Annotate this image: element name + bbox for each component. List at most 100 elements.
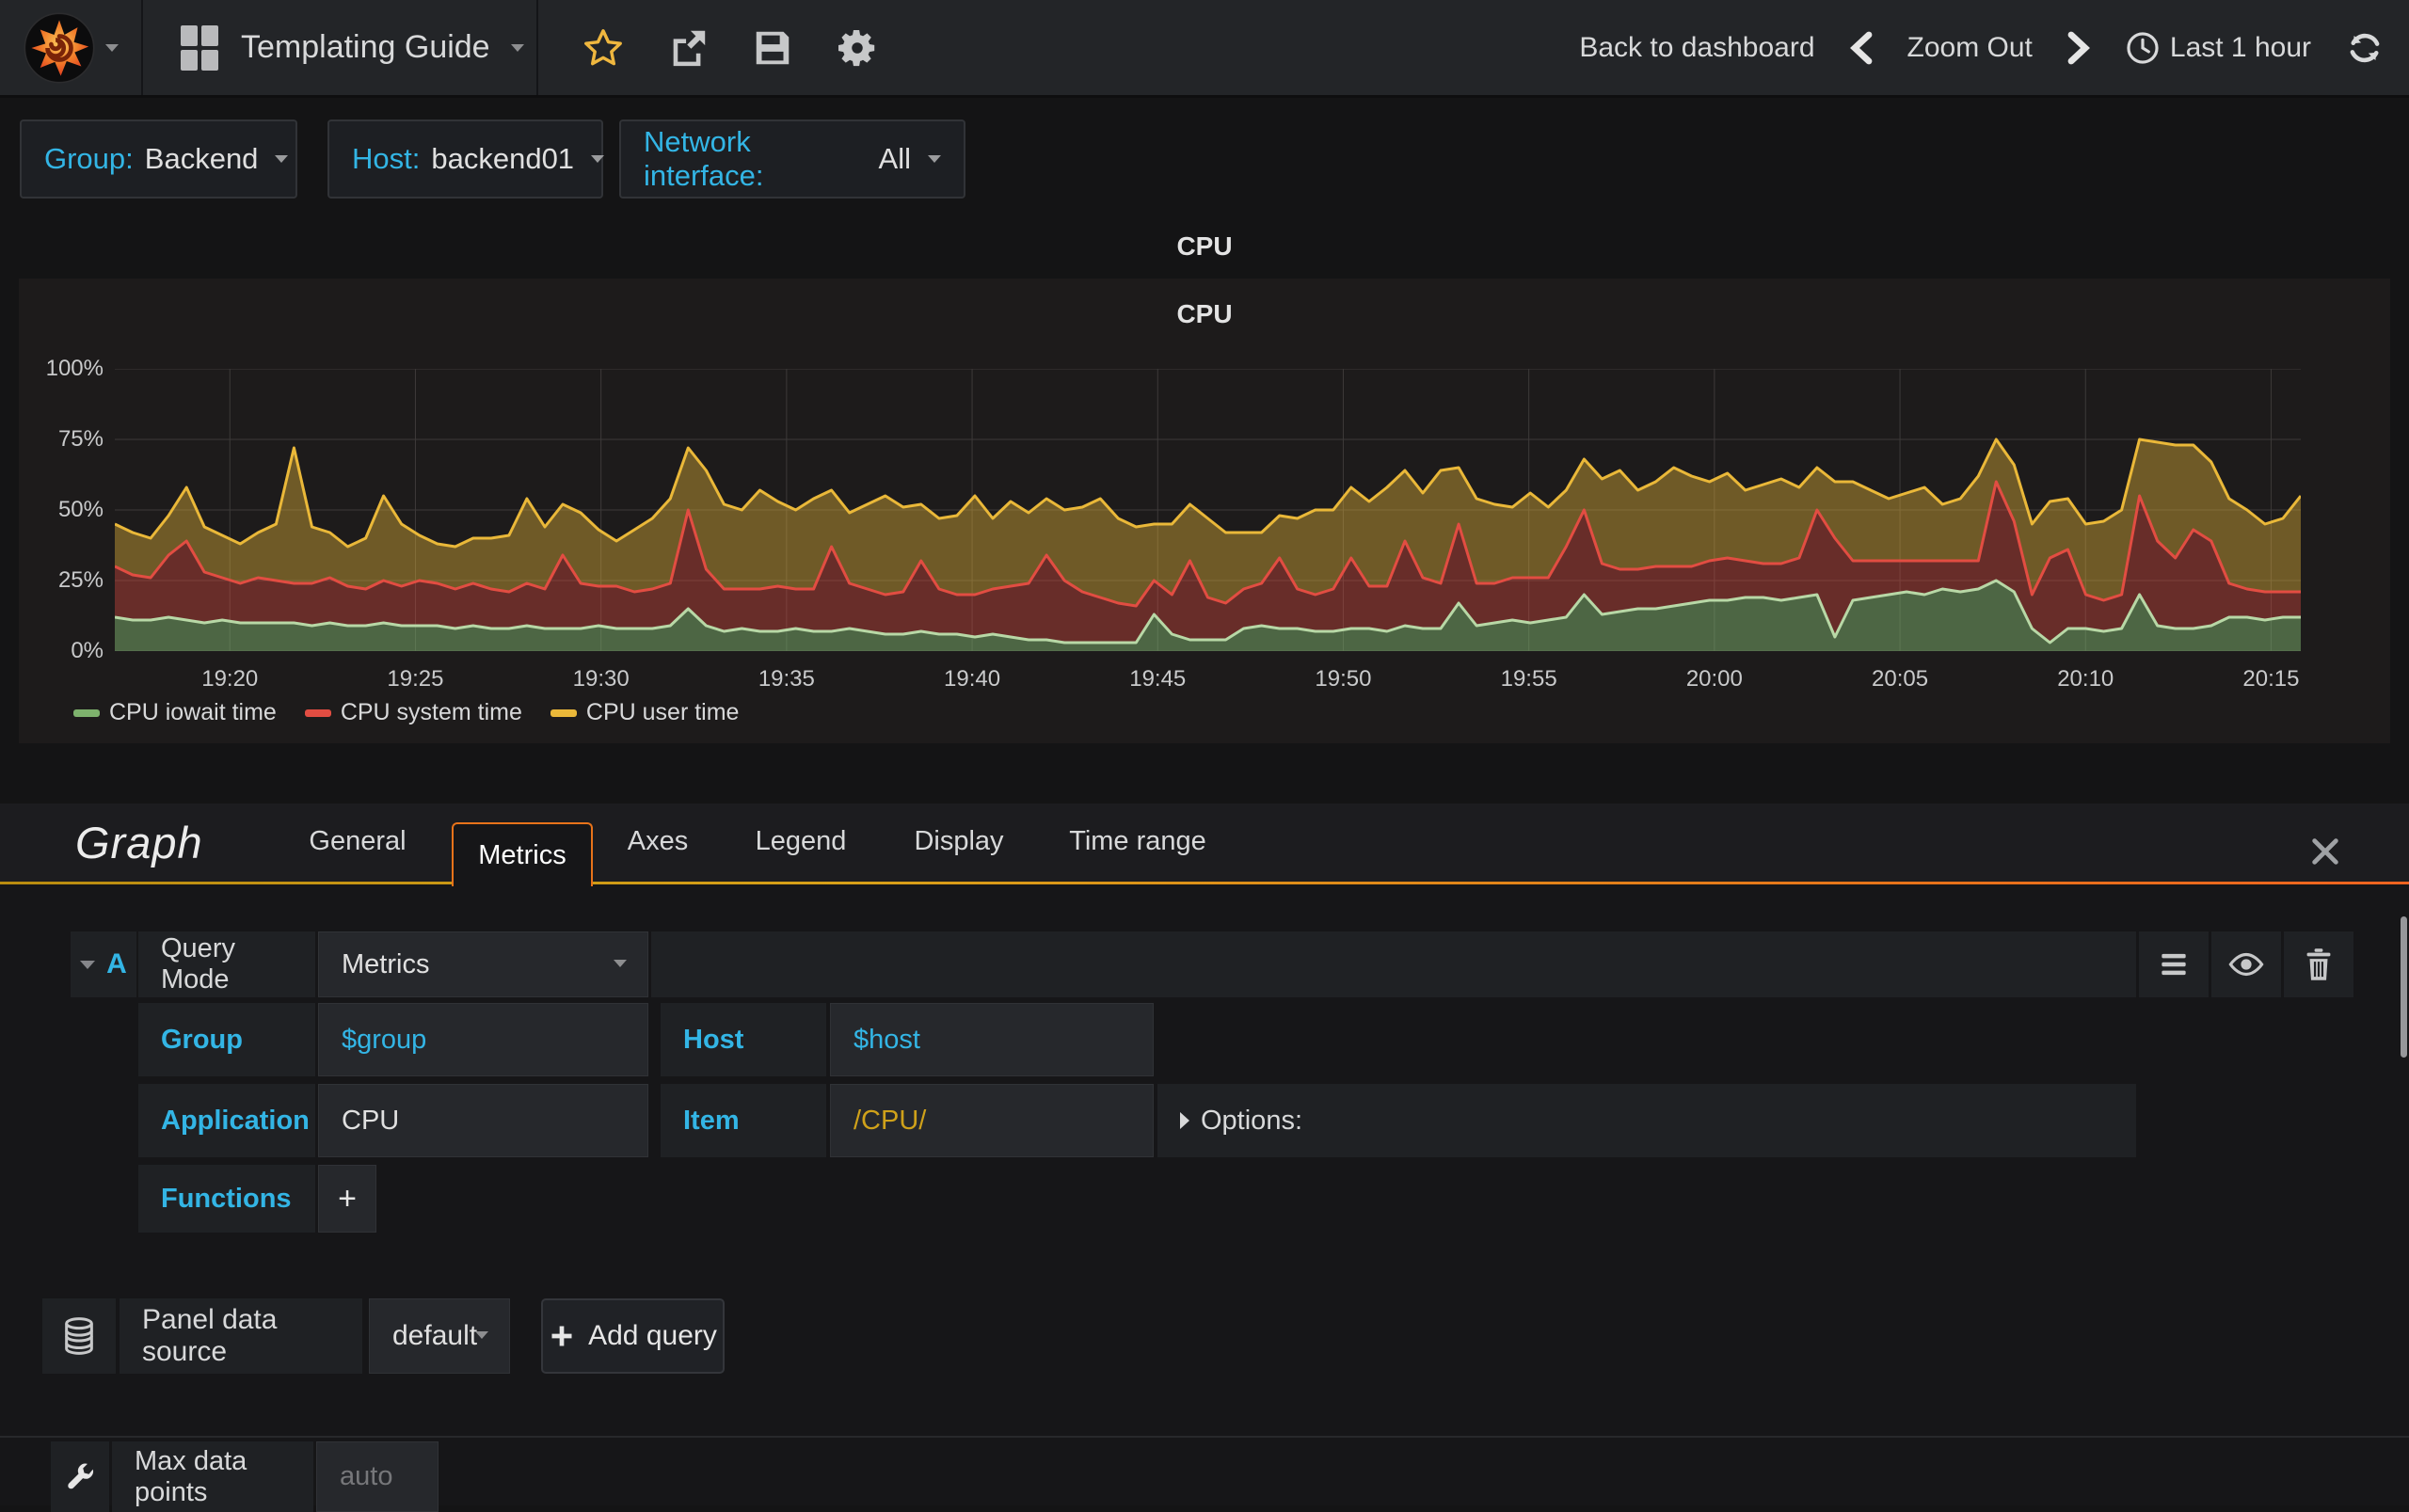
x-tick-label: 20:10 xyxy=(2057,666,2114,692)
save-icon[interactable] xyxy=(751,26,794,70)
share-icon[interactable] xyxy=(666,26,710,70)
eye-icon xyxy=(2228,952,2264,977)
variable-network-interface-caret-icon xyxy=(928,155,941,163)
gear-icon[interactable] xyxy=(836,26,879,70)
editor-header: Graph General Metrics Axes Legend Displa… xyxy=(0,804,2409,886)
query-collapse-caret-icon xyxy=(80,960,96,969)
datasource-dropdown[interactable]: default xyxy=(369,1298,510,1374)
editor-divider xyxy=(0,1436,2409,1438)
x-tick-label: 19:55 xyxy=(1500,666,1557,692)
field-item-input[interactable]: /CPU/ xyxy=(830,1084,1154,1157)
refresh-icon[interactable] xyxy=(2345,28,2385,68)
grafana-menu[interactable] xyxy=(0,0,143,95)
advanced-options-cell[interactable] xyxy=(51,1441,109,1512)
datasource-icon-cell xyxy=(42,1298,116,1374)
close-editor-icon[interactable] xyxy=(2309,836,2341,867)
query-menu-button[interactable] xyxy=(2139,931,2209,997)
field-application-value: CPU xyxy=(342,1105,400,1136)
field-item-label: Item xyxy=(661,1084,826,1157)
back-to-dashboard-link[interactable]: Back to dashboard xyxy=(1579,31,1815,63)
chevron-right-icon[interactable] xyxy=(2066,31,2091,65)
panel-row-title[interactable]: CPU xyxy=(1176,231,1233,261)
x-tick-label: 19:25 xyxy=(387,666,444,692)
legend-swatch-iowait xyxy=(73,708,100,717)
y-tick-label: 100% xyxy=(45,356,104,381)
tab-metrics[interactable]: Metrics xyxy=(452,822,593,886)
legend-label-system: CPU system time xyxy=(340,699,522,725)
legend-item[interactable]: CPU iowait time xyxy=(73,699,277,726)
tab-general[interactable]: General xyxy=(309,826,407,856)
legend-item[interactable]: CPU user time xyxy=(550,699,740,726)
database-icon xyxy=(65,1317,93,1355)
scrollbar-thumb[interactable] xyxy=(2401,916,2407,1058)
max-data-points-placeholder: auto xyxy=(340,1461,393,1491)
zoom-out-link[interactable]: Zoom Out xyxy=(1906,31,2033,63)
variable-group[interactable]: Group: Backend xyxy=(20,119,297,199)
grafana-logo-icon xyxy=(24,12,95,83)
options-label: Options: xyxy=(1201,1105,1302,1136)
x-tick-label: 19:40 xyxy=(944,666,1001,692)
variable-host-caret-icon xyxy=(591,155,605,163)
dashboard-title-caret-icon xyxy=(510,43,524,52)
legend-label-user: CPU user time xyxy=(585,699,740,725)
query-collapse[interactable]: A xyxy=(71,931,136,997)
datasource-value: default xyxy=(392,1320,478,1351)
navbar-right: Back to dashboard Zoom Out Last 1 hour xyxy=(1579,0,2385,95)
legend-label-iowait: CPU iowait time xyxy=(109,699,277,725)
panel-type-title: Graph xyxy=(75,818,203,867)
dashboard-title-menu[interactable]: Templating Guide xyxy=(145,0,538,95)
options-toggle[interactable]: Options: xyxy=(1157,1084,2136,1157)
tab-axes[interactable]: Axes xyxy=(627,826,689,856)
panel-title[interactable]: CPU xyxy=(1176,299,1233,328)
cpu-chart[interactable] xyxy=(115,369,2301,651)
query-toggle-visibility-button[interactable] xyxy=(2211,931,2281,997)
query-mode-dropdown[interactable]: Metrics xyxy=(318,931,648,997)
x-tick-label: 19:30 xyxy=(572,666,630,692)
grafana-menu-caret-icon xyxy=(105,43,119,52)
field-group-input[interactable]: $group xyxy=(318,1003,648,1076)
variable-group-value: Backend xyxy=(144,142,259,175)
y-tick-label: 25% xyxy=(57,567,104,593)
tab-display[interactable]: Display xyxy=(914,826,1004,856)
panel-editor: Graph General Metrics Axes Legend Displa… xyxy=(0,804,2409,1512)
plus-icon xyxy=(551,1326,572,1346)
y-tick-label: 50% xyxy=(57,497,104,522)
trash-icon xyxy=(2306,948,2331,980)
x-tick-label: 19:35 xyxy=(758,666,815,692)
y-tick-label: 0% xyxy=(71,638,104,663)
query-mode-caret-icon xyxy=(614,960,627,967)
variable-network-interface-value: All xyxy=(878,142,911,175)
add-query-label: Add query xyxy=(588,1320,717,1351)
datasource-caret-icon xyxy=(475,1331,488,1339)
max-data-points-label: Max data points xyxy=(112,1441,313,1512)
field-group-value: $group xyxy=(342,1024,427,1055)
variable-host[interactable]: Host: backend01 xyxy=(327,119,605,199)
chevron-left-icon[interactable] xyxy=(1849,31,1874,65)
x-tick-label: 20:00 xyxy=(1685,666,1743,692)
add-function-button[interactable]: + xyxy=(318,1165,376,1233)
field-host-value: $host xyxy=(854,1024,920,1055)
navbar: Templating Guide Back to dashboard Zoom … xyxy=(0,0,2409,98)
star-icon[interactable] xyxy=(582,26,625,70)
field-host-input[interactable]: $host xyxy=(830,1003,1154,1076)
tab-time-range[interactable]: Time range xyxy=(1069,826,1206,856)
max-data-points-input[interactable]: auto xyxy=(316,1441,439,1512)
variable-network-interface[interactable]: Network interface: All xyxy=(619,119,965,199)
dashboard-grid-icon xyxy=(181,24,218,71)
x-tick-label: 19:20 xyxy=(201,666,259,692)
x-tick-label: 19:45 xyxy=(1129,666,1187,692)
options-caret-icon xyxy=(1180,1112,1189,1129)
chart-legend: CPU iowait time CPU system time CPU user… xyxy=(73,699,739,726)
field-application-input[interactable]: CPU xyxy=(318,1084,648,1157)
variable-host-label: Host: xyxy=(352,142,421,175)
variable-network-interface-label: Network interface: xyxy=(644,125,764,192)
tab-legend[interactable]: Legend xyxy=(755,826,847,856)
time-picker[interactable]: Last 1 hour xyxy=(2125,30,2311,66)
add-query-button[interactable]: Add query xyxy=(541,1298,725,1374)
navbar-actions xyxy=(540,0,920,95)
y-tick-label: 75% xyxy=(57,426,104,452)
field-group-label: Group xyxy=(138,1003,315,1076)
field-application-label: Application xyxy=(138,1084,315,1157)
query-delete-button[interactable] xyxy=(2284,931,2353,997)
legend-item[interactable]: CPU system time xyxy=(304,699,522,726)
